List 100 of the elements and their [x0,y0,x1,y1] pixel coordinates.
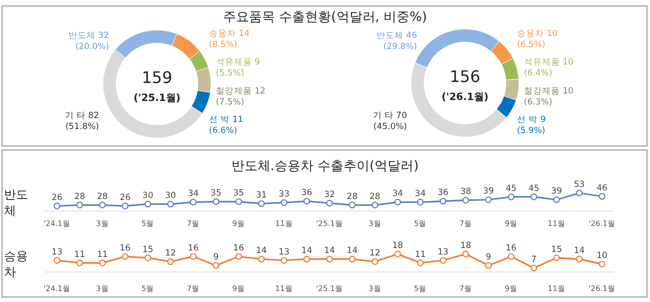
data-label: (5.9%) [517,126,546,136]
point [440,257,446,264]
slice-label: 철강제품 10 [524,86,574,96]
data-label: (8.5%) [209,40,238,50]
slice-label: 반도체 46 [376,31,417,41]
data-label: (45.0%) [373,122,407,132]
point [303,256,310,262]
point [99,260,106,266]
data-label: 38 [460,187,472,198]
point [258,200,265,207]
data-label: 35 [233,188,244,199]
point [394,198,401,206]
data-label: 36 [301,188,312,198]
data-label: 34 [392,189,404,200]
point [416,198,424,206]
data-label: 28 [97,192,108,202]
data-label: 13 [52,247,62,258]
point [280,257,288,264]
data-label: 9 [486,252,492,262]
data-label: 28 [346,192,358,202]
data-label: 7 [531,255,537,265]
data-label: 28 [370,192,380,202]
data-label: 34 [414,189,426,200]
point [303,198,310,205]
point [122,202,128,210]
data-label: 36 [438,188,448,198]
point [508,194,515,200]
point [553,254,560,262]
data-label: 35 [210,188,222,199]
data-label: 10 [596,251,608,262]
point [144,254,152,262]
point [122,253,128,260]
data-label: 18 [460,241,472,251]
slice-label: 승용차 14 [209,29,250,39]
point [462,250,470,258]
point [258,256,265,262]
data-label: (6.4%) [524,68,552,79]
point [235,253,242,260]
data-label: 13 [438,247,448,258]
point [348,202,356,208]
data-label: 11 [74,250,86,260]
data-label: 11 [414,250,426,260]
data-label: 15 [142,244,154,255]
data-label: 33 [278,190,290,200]
data-label: (5.5%) [216,68,244,79]
point [144,200,152,208]
point [372,202,378,208]
data-label: (6.5%) [517,40,546,50]
data-label: (51.8%) [65,122,99,132]
data-label: 16 [188,244,199,254]
data-label: 14 [256,246,267,256]
y-axis-title: 반도체 [4,188,28,218]
point [394,250,401,258]
data-label: 13 [278,247,290,258]
slice-label: 철강제품 12 [216,86,266,96]
point [54,202,60,210]
data-label: (20.0%) [75,42,109,52]
point [485,196,492,204]
point [576,190,583,196]
data-label: 12 [165,248,176,259]
data-label: 53 [574,180,585,190]
point [99,202,106,208]
chart-title: 반도체.승용차 수출추이(억달러) [231,159,419,174]
text: ('25.1월) [134,93,180,104]
data-label: 45 [528,184,540,194]
data-label: 14 [301,246,312,256]
point [235,198,242,206]
data-label: 34 [188,189,199,200]
point [553,196,560,204]
point [348,256,356,262]
point [212,262,220,269]
data-label: 32 [324,190,335,200]
data-label: 16 [506,244,517,254]
data-label: 46 [596,183,608,194]
data-label: 9 [213,252,219,262]
data-label: 12 [370,248,380,259]
data-label: (6.3%) [524,97,552,108]
data-label: 15 [551,244,562,255]
data-label: 26 [52,193,62,203]
point [54,257,60,264]
point [485,262,492,269]
point [280,199,288,206]
point [508,253,515,260]
text: 156 [450,67,480,86]
data-label: (6.6%) [209,126,238,136]
data-label: 14 [324,246,335,256]
point [167,258,174,265]
data-label: 30 [165,191,176,202]
slice-label: 기 타 70 [372,111,407,121]
point [167,200,174,208]
data-label: 18 [392,241,404,251]
data-label: 30 [142,191,154,202]
point [372,258,378,265]
data-label: 16 [120,244,131,254]
text: 주요품목 수출현황(억달러, 비중%) [223,10,427,25]
data-label: (29.8%) [383,42,417,52]
point [76,202,84,208]
data-label: 14 [574,246,585,256]
data-label: 14 [346,246,358,256]
point [76,260,84,266]
